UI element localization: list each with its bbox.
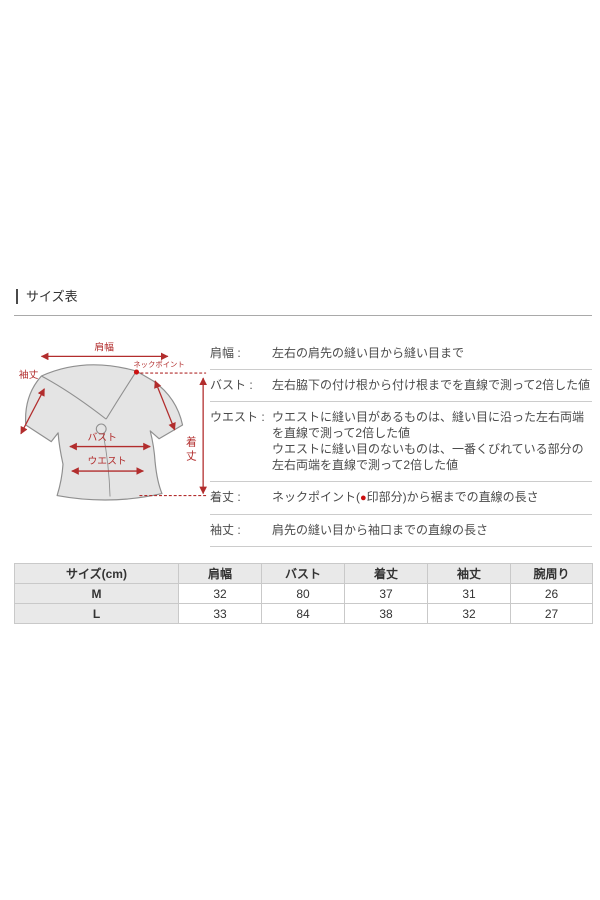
body-length-label-char2: 丈 <box>186 450 197 462</box>
measurement-definitions: 肩幅 : 左右の肩先の縫い目から縫い目までバスト : 左右脇下の付け根から付け根まで… <box>210 338 592 547</box>
definition-text: 肩先の縫い目から袖口までの直線の長さ <box>272 522 592 538</box>
shirt-measurement-diagram: 肩幅 ネックポイント 着 丈 袖丈 バスト ウエスト <box>19 341 207 501</box>
definition-term: ウエスト : <box>210 410 265 424</box>
definition-term: バスト : <box>210 378 253 392</box>
neck-point-dot <box>133 369 140 375</box>
bust-label: バスト <box>88 432 117 444</box>
size-value-cell: 27 <box>510 603 593 624</box>
shoulder-width-label: 肩幅 <box>94 341 114 354</box>
column-header: サイズ(cm) <box>14 563 179 584</box>
definition-line: ネックポイント(●印部分)から裾までの直線の長さ <box>272 489 592 506</box>
definition-text: 左右の肩先の縫い目から縫い目まで <box>272 345 592 361</box>
column-header: バスト <box>261 563 345 584</box>
vneck-right-seam <box>105 370 137 420</box>
definition-term: 袖丈 : <box>210 523 241 537</box>
size-value-cell: 33 <box>178 603 262 624</box>
size-value-cell: 32 <box>178 583 262 604</box>
definition-line: 左右脇下の付け根から付け根までを直線で測って2倍した値 <box>272 378 591 392</box>
definition-line-prefix: ネックポイント( <box>272 490 360 504</box>
definition-line-suffix: 印部分)から裾までの直線の長さ <box>366 490 539 504</box>
row-size-label: L <box>14 603 179 624</box>
table-row: M 32 80 37 31 26 <box>14 583 593 604</box>
size-value-cell: 26 <box>510 583 593 604</box>
definition-line: 肩先の縫い目から袖口までの直線の長さ <box>272 523 489 537</box>
definition-text: ウエストに縫い目があるものは、縫い目に沿った左右両端を直線で測って2倍した値 ウエ… <box>272 409 592 473</box>
size-table-header-row: サイズ(cm) 肩幅 バスト 着丈 袖丈 腕周り <box>14 563 593 584</box>
size-value-cell: 32 <box>427 603 511 624</box>
size-table-wrap: サイズ(cm) 肩幅 バスト 着丈 袖丈 腕周り M 32 80 37 31 26 L 33 84 38 32… <box>14 563 593 624</box>
definition-text: ネックポイント(●印部分)から裾までの直線の長さ <box>272 489 592 506</box>
column-header: 着丈 <box>344 563 428 584</box>
definition-line: ウエストに縫い目があるものは、縫い目に沿った左右両端を直線で測って2倍した値 <box>272 410 585 440</box>
vneck-left-seam <box>41 375 107 420</box>
definition-line: 左右の肩先の縫い目から縫い目まで <box>272 346 465 360</box>
center-front-seam <box>102 433 111 497</box>
column-header: 袖丈 <box>427 563 511 584</box>
table-row: L 33 84 38 32 27 <box>14 603 593 624</box>
size-value-cell: 31 <box>427 583 511 604</box>
neck-point-dot-glyph: ● <box>360 492 367 504</box>
definition-row-bust: バスト : 左右脇下の付け根から付け根までを直線で測って2倍した値 <box>210 370 592 402</box>
column-header: 肩幅 <box>178 563 262 584</box>
column-header: 腕周り <box>510 563 593 584</box>
definition-row-waist: ウエスト : ウエストに縫い目があるものは、縫い目に沿った左右両端を直線で測って2… <box>210 402 592 482</box>
neck-point-label: ネックポイント <box>133 360 184 369</box>
sleeve-length-arrow-left <box>20 388 45 435</box>
definition-row-shoulder-width: 肩幅 : 左右の肩先の縫い目から縫い目まで <box>210 338 592 370</box>
section-title: サイズ表 <box>16 289 592 304</box>
row-size-label: M <box>14 583 179 604</box>
size-value-cell: 38 <box>344 603 428 624</box>
definition-row-sleeve-length: 袖丈 : 肩先の縫い目から袖口までの直線の長さ <box>210 515 592 547</box>
sleeve-length-arrow-right <box>154 380 176 431</box>
size-table: サイズ(cm) 肩幅 バスト 着丈 袖丈 腕周り M 32 80 37 31 26 L 33 84 38 32… <box>14 563 593 624</box>
size-value-cell: 37 <box>344 583 428 604</box>
definition-line: ウエストに縫い目のないものは、一番くびれている部分の左右両端を直線で測って2倍し… <box>272 442 584 472</box>
sleeve-length-label: 袖丈 <box>19 368 39 381</box>
size-value-cell: 80 <box>261 583 345 604</box>
definition-term: 肩幅 : <box>210 346 241 360</box>
definition-text: 左右脇下の付け根から付け根までを直線で測って2倍した値 <box>272 377 592 393</box>
diagram-wrap: 肩幅 ネックポイント 着 丈 袖丈 バスト ウエスト <box>14 336 210 519</box>
body-length-label-char1: 着 <box>186 436 197 449</box>
definition-term: 着丈 : <box>210 490 241 504</box>
size-value-cell: 84 <box>261 603 345 624</box>
definition-row-body-length: 着丈 : ネックポイント(●印部分)から裾までの直線の長さ <box>210 482 592 515</box>
size-chart-section: サイズ表 肩幅 ネックポイント <box>14 289 593 624</box>
waist-label: ウエスト <box>88 455 127 467</box>
title-divider <box>14 315 592 316</box>
measurement-guide: 肩幅 ネックポイント 着 丈 袖丈 バスト ウエスト 肩幅 : 左右の肩先の縫い目… <box>14 336 592 547</box>
neck-ring-detail <box>95 423 107 435</box>
